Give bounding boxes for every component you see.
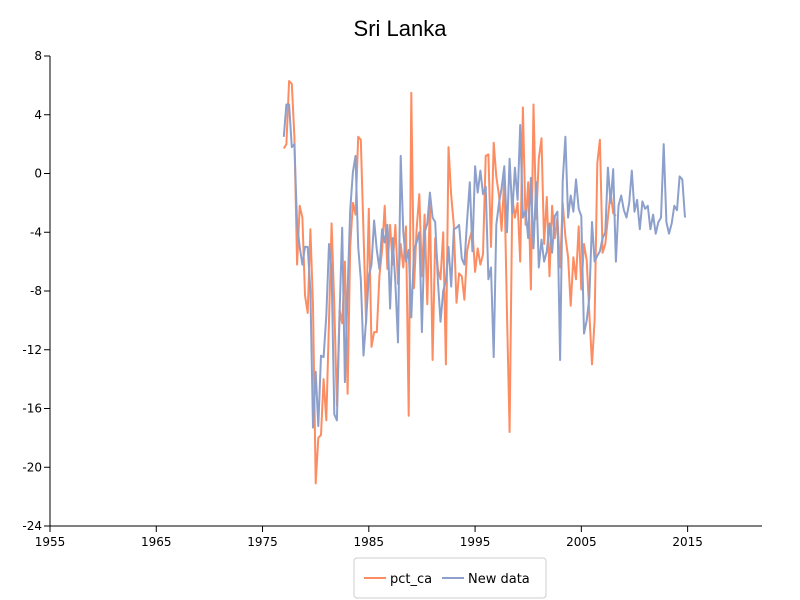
y-tick-label: -16 [22,402,42,416]
y-tick-label: 8 [34,49,42,63]
legend: pct_ca New data [353,557,547,599]
y-tick-label: -8 [30,284,42,298]
y-tick-label: -12 [22,343,42,357]
y-tick-label: -20 [22,460,42,474]
x-tick-label: 1955 [35,535,66,549]
x-tick-label: 1985 [354,535,385,549]
y-tick-label: 4 [34,108,42,122]
y-tick-label: 0 [34,167,42,181]
x-tick-label: 2015 [672,535,703,549]
series-line-new-data [282,103,686,429]
legend-label-new-data: New data [468,572,530,587]
x-tick-label: 2005 [566,535,597,549]
chart-title: Sri Lanka [354,16,448,41]
legend-label-pct-ca: pct_ca [390,572,432,587]
y-tick-label: -4 [30,225,42,239]
x-tick-label: 1965 [141,535,172,549]
x-tick-label: 1995 [460,535,491,549]
axes: 8 4 0 -4 -8 -12 -16 -20 -24 1955 1965 1975 1985 1995 2… [22,49,762,549]
y-tick-label: -24 [22,519,42,533]
x-tick-label: 1975 [247,535,278,549]
plot-area [282,80,686,485]
